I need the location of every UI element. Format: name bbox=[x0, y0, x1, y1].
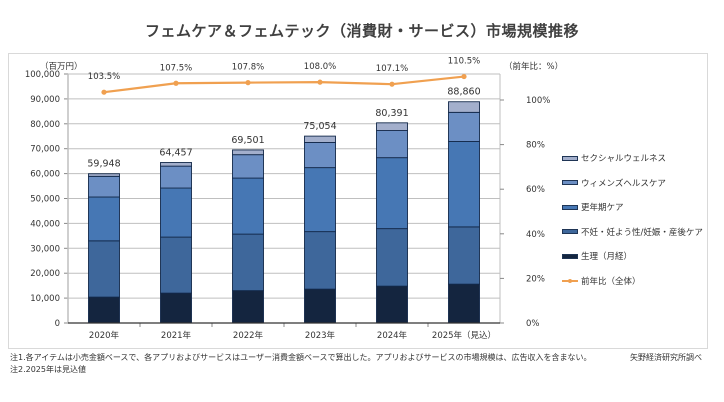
bar-segment bbox=[160, 187, 192, 238]
yoy-point bbox=[173, 80, 179, 86]
legend-item-menstruation: 生理（月経） bbox=[562, 244, 712, 269]
y-left-tick-label: 70,000 bbox=[30, 145, 60, 155]
x-tick-label: 2021年 bbox=[161, 330, 192, 341]
legend-line-marker bbox=[562, 278, 578, 284]
bar-total-label: 59,948 bbox=[87, 159, 120, 170]
y-left-tick-label: 50,000 bbox=[30, 195, 60, 205]
yoy-line bbox=[103, 75, 465, 94]
bar-segment bbox=[448, 283, 480, 324]
y-left-tick-label: 20,000 bbox=[30, 269, 60, 279]
yoy-label: 110.5% bbox=[448, 57, 480, 67]
chart-legend: セクシャルウェルネス ウィメンズヘルスケア 更年期ケア 不妊・妊よう性/妊娠・産… bbox=[562, 146, 712, 293]
legend-item-womens-healthcare: ウィメンズヘルスケア bbox=[562, 171, 712, 196]
bar-segment bbox=[88, 296, 120, 324]
bar-total-label: 64,457 bbox=[159, 148, 192, 159]
y-left-tick-label: 30,000 bbox=[30, 244, 60, 254]
bar-segment bbox=[304, 288, 336, 324]
legend-item-yoy-total: 前年比（全体） bbox=[562, 269, 712, 294]
y-right-tick-label: 100% bbox=[526, 96, 550, 106]
yoy-label: 107.5% bbox=[160, 63, 192, 73]
bar-segment bbox=[232, 149, 264, 156]
legend-swatch bbox=[562, 180, 578, 186]
bar-segment bbox=[448, 111, 480, 142]
y-left-tick-label: 80,000 bbox=[30, 120, 60, 130]
bar-segment bbox=[448, 226, 480, 285]
footnote-1: 注1.各アイテムは小売金額ベースで、各アプリおよびサービスはユーザー消費金額ベー… bbox=[10, 353, 592, 362]
chart-title: フェムケア＆フェムテック（消費財・サービス）市場規模推移 bbox=[144, 22, 579, 40]
y-right-tick-label: 60% bbox=[526, 185, 545, 195]
source-credit: 矢野経済研究所調べ bbox=[630, 353, 702, 362]
bar-segment bbox=[232, 177, 264, 235]
x-tick-label: 2022年 bbox=[233, 330, 264, 341]
bar-segment bbox=[232, 233, 264, 292]
bar-segment bbox=[232, 154, 264, 179]
bar-total-label: 80,391 bbox=[375, 108, 408, 119]
chart-frame bbox=[8, 53, 708, 349]
yoy-point bbox=[245, 80, 251, 86]
bar-segment bbox=[448, 141, 480, 228]
bar-segment bbox=[88, 196, 120, 242]
y-left-tick-label: 10,000 bbox=[30, 294, 60, 304]
y-left-tick-label: 40,000 bbox=[30, 219, 60, 229]
yoy-label: 107.8% bbox=[232, 63, 264, 73]
bar-segment bbox=[376, 157, 408, 230]
x-tick-label: 2023年 bbox=[305, 330, 336, 341]
y-left-tick-label: 90,000 bbox=[30, 95, 60, 105]
y-right-tick-label: 0% bbox=[526, 319, 540, 329]
bar-segment bbox=[304, 167, 336, 233]
bar-total-label: 75,054 bbox=[303, 121, 336, 132]
legend-swatch bbox=[562, 253, 578, 259]
bar-segment bbox=[376, 130, 408, 159]
yoy-point bbox=[101, 89, 107, 95]
bar-total-label: 69,501 bbox=[231, 135, 264, 146]
bar-segment bbox=[232, 290, 264, 324]
bar-segment bbox=[304, 231, 336, 290]
yoy-point bbox=[317, 79, 323, 85]
x-tick-label: 2020年 bbox=[89, 330, 120, 341]
legend-item-menopause-care: 更年期ケア bbox=[562, 195, 712, 220]
yoy-point bbox=[461, 73, 467, 80]
y-right-tick-label: 80% bbox=[526, 141, 545, 151]
bar-segment bbox=[88, 175, 120, 198]
y-left-unit-label: （百万円） bbox=[40, 61, 83, 72]
y-left-tick-label: 100,000 bbox=[25, 70, 60, 80]
bar-segment bbox=[160, 162, 192, 167]
bar-segment bbox=[376, 122, 408, 131]
y-right-tick-label: 20% bbox=[526, 274, 545, 284]
legend-swatch bbox=[562, 229, 578, 235]
legend-item-sexual-wellness: セクシャルウェルネス bbox=[562, 146, 712, 171]
legend-swatch bbox=[562, 204, 578, 210]
y-right-tick-label: 40% bbox=[526, 230, 545, 240]
x-tick-label: 2024年 bbox=[377, 330, 408, 341]
yoy-point bbox=[389, 81, 395, 87]
yoy-label: 107.1% bbox=[376, 64, 408, 74]
y-left-tick-label: 60,000 bbox=[30, 170, 60, 180]
bar-segment bbox=[160, 236, 192, 294]
bar-segment bbox=[304, 142, 336, 169]
y-left-tick-label: 0 bbox=[55, 319, 60, 329]
bar-total-label: 88,860 bbox=[447, 87, 480, 98]
legend-swatch bbox=[562, 155, 578, 161]
x-tick-label: 2025年（見込） bbox=[432, 330, 496, 341]
footnote-2: 注2.2025年は見込値 bbox=[10, 365, 86, 374]
bar-segment bbox=[376, 228, 408, 287]
bar-segment bbox=[88, 240, 120, 298]
legend-item-fertility-pregnancy-care: 不妊・妊よう性/妊娠・産後ケア bbox=[562, 220, 712, 245]
bar-segment bbox=[304, 135, 336, 143]
bar-segment bbox=[88, 173, 120, 177]
bar-segment bbox=[376, 285, 408, 324]
yoy-label: 103.5% bbox=[88, 72, 120, 82]
y-right-unit-label: （前年比：%） bbox=[504, 61, 563, 72]
bar-segment bbox=[448, 101, 480, 113]
yoy-label: 108.0% bbox=[304, 62, 336, 72]
bar-segment bbox=[160, 292, 192, 324]
bar-segment bbox=[160, 165, 192, 189]
